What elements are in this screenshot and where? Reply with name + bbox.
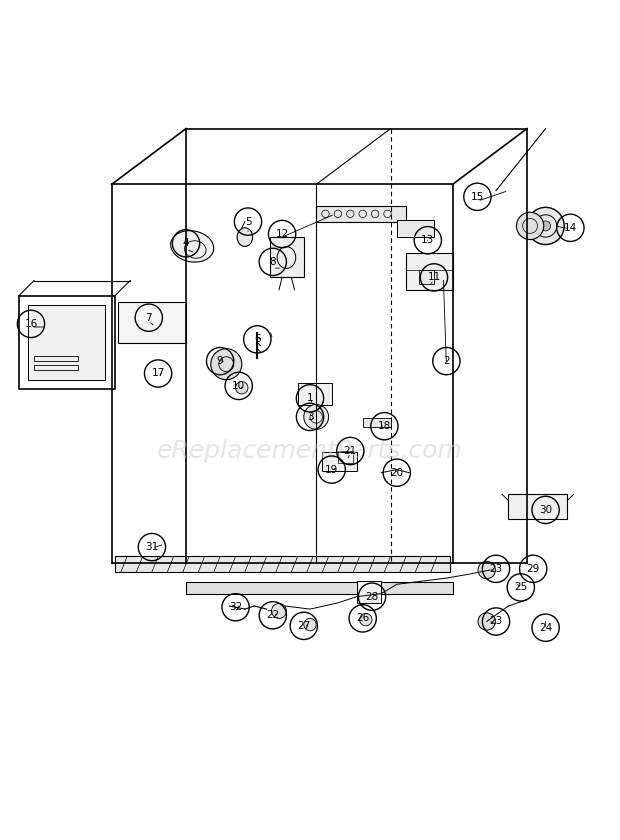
Text: 18: 18 bbox=[378, 421, 391, 431]
Text: 32: 32 bbox=[229, 602, 242, 612]
Text: 11: 11 bbox=[427, 272, 441, 282]
FancyBboxPatch shape bbox=[418, 270, 434, 284]
Circle shape bbox=[527, 207, 564, 244]
Circle shape bbox=[211, 349, 242, 380]
FancyBboxPatch shape bbox=[356, 581, 381, 603]
Ellipse shape bbox=[170, 231, 214, 262]
FancyBboxPatch shape bbox=[406, 253, 453, 290]
Text: 28: 28 bbox=[365, 591, 379, 601]
FancyBboxPatch shape bbox=[397, 220, 434, 237]
Circle shape bbox=[478, 613, 495, 630]
Text: 14: 14 bbox=[564, 223, 577, 233]
Circle shape bbox=[516, 213, 544, 239]
Text: 6: 6 bbox=[254, 334, 260, 344]
Text: 31: 31 bbox=[145, 542, 159, 552]
Text: 13: 13 bbox=[421, 235, 435, 245]
Circle shape bbox=[236, 381, 248, 394]
FancyBboxPatch shape bbox=[270, 237, 304, 277]
Text: 25: 25 bbox=[514, 582, 528, 592]
FancyBboxPatch shape bbox=[298, 383, 332, 405]
Text: 16: 16 bbox=[24, 319, 38, 329]
Text: 26: 26 bbox=[356, 613, 370, 623]
Text: 9: 9 bbox=[217, 356, 223, 366]
Circle shape bbox=[272, 603, 286, 618]
FancyBboxPatch shape bbox=[322, 452, 356, 471]
Text: 7: 7 bbox=[146, 312, 152, 323]
Text: 20: 20 bbox=[390, 468, 404, 478]
Ellipse shape bbox=[237, 228, 253, 246]
Text: 4: 4 bbox=[183, 239, 189, 249]
Text: 24: 24 bbox=[539, 622, 552, 633]
FancyBboxPatch shape bbox=[118, 302, 186, 343]
Text: 2: 2 bbox=[443, 356, 449, 366]
Text: 5: 5 bbox=[245, 217, 251, 227]
Text: 21: 21 bbox=[343, 446, 357, 456]
Circle shape bbox=[478, 561, 495, 579]
Text: eReplacementParts.com: eReplacementParts.com bbox=[157, 439, 463, 463]
FancyBboxPatch shape bbox=[316, 206, 406, 222]
FancyBboxPatch shape bbox=[186, 582, 453, 594]
Text: 3: 3 bbox=[307, 412, 313, 422]
FancyBboxPatch shape bbox=[115, 556, 450, 572]
Text: 23: 23 bbox=[489, 564, 503, 574]
Text: 12: 12 bbox=[275, 229, 289, 239]
Text: 30: 30 bbox=[539, 505, 552, 515]
FancyBboxPatch shape bbox=[28, 305, 105, 380]
Text: 17: 17 bbox=[151, 369, 165, 379]
Text: 19: 19 bbox=[325, 465, 339, 475]
Text: 8: 8 bbox=[270, 257, 276, 267]
Text: 27: 27 bbox=[297, 621, 311, 631]
Text: 1: 1 bbox=[307, 393, 313, 403]
Circle shape bbox=[360, 613, 372, 626]
Text: 23: 23 bbox=[489, 617, 503, 627]
FancyBboxPatch shape bbox=[363, 418, 391, 428]
Circle shape bbox=[304, 618, 316, 631]
Text: 15: 15 bbox=[471, 192, 484, 202]
Text: 10: 10 bbox=[232, 381, 246, 391]
FancyBboxPatch shape bbox=[508, 495, 567, 519]
Circle shape bbox=[541, 221, 551, 231]
Text: 29: 29 bbox=[526, 564, 540, 574]
Circle shape bbox=[304, 405, 329, 429]
Text: 22: 22 bbox=[266, 611, 280, 620]
